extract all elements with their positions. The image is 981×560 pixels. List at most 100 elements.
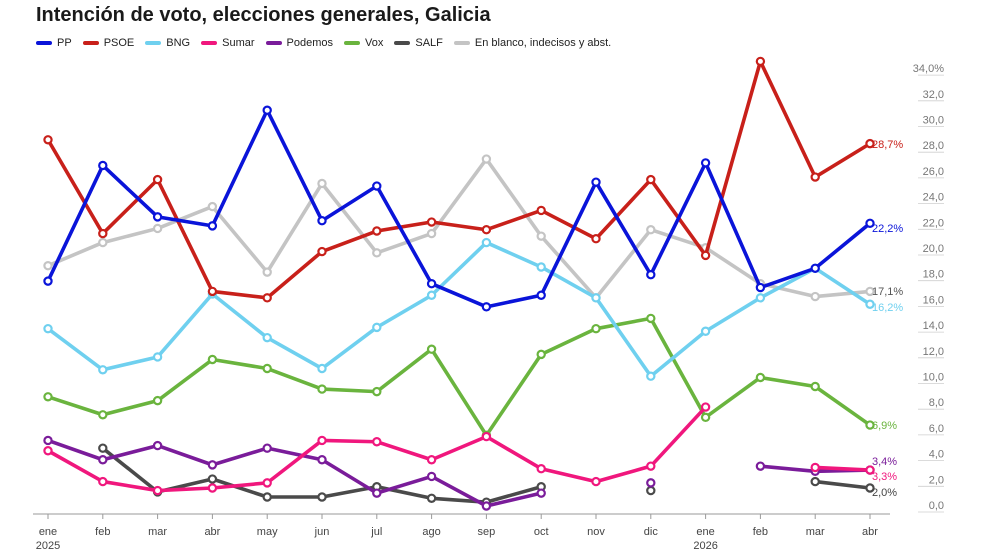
data-point: [481, 302, 492, 312]
end-label-salf: 2,0%: [872, 487, 897, 499]
y-tick-label: 12,0: [923, 346, 944, 358]
data-point: [865, 420, 875, 430]
end-label-bng: 16,2%: [872, 302, 903, 314]
legend-label: PP: [57, 37, 72, 49]
data-point: [755, 56, 766, 67]
data-point: [536, 262, 546, 272]
data-point: [43, 435, 53, 446]
x-tick-label: mar: [148, 526, 167, 538]
series-line: [813, 479, 872, 490]
data-point: [207, 483, 218, 493]
legend-item-psoe: PSOE: [82, 37, 135, 49]
data-point: [810, 381, 820, 392]
data-point: [646, 174, 656, 185]
x-tick-label: feb: [753, 526, 768, 538]
data-point: [317, 435, 327, 446]
x-year-label: 2025: [36, 540, 60, 552]
y-tick-label: 32,0: [923, 89, 944, 101]
y-tick-label: 2,0: [929, 474, 944, 486]
data-point: [262, 293, 272, 303]
y-tick-label: 10,0: [923, 372, 944, 384]
chart-title: Intención de voto, elecciones generales,…: [36, 4, 491, 26]
legend-label: Podemos: [286, 37, 333, 49]
end-label-pp: 22,2%: [872, 223, 903, 235]
data-point: [152, 352, 163, 362]
data-point: [207, 460, 218, 470]
data-point: [426, 290, 437, 300]
data-point: [98, 476, 108, 487]
end-label-vox: 6,9%: [872, 420, 897, 432]
x-tick-label: nov: [587, 526, 605, 538]
data-point: [372, 386, 382, 397]
data-point: [317, 455, 327, 465]
series-salf: [98, 443, 875, 507]
data-point: [207, 474, 218, 484]
x-tick-label: sep: [478, 526, 496, 538]
data-point: [810, 172, 820, 182]
data-point: [426, 278, 437, 289]
y-tick-label: 20,0: [923, 243, 944, 255]
data-point: [426, 228, 437, 239]
legend-item-podemos: Podemos: [265, 37, 333, 49]
series-line: [46, 316, 872, 438]
data-point: [98, 455, 108, 465]
data-point: [207, 221, 218, 231]
series-bng: [43, 237, 875, 381]
data-point: [536, 231, 546, 241]
y-tick-label: 4,0: [929, 449, 944, 461]
legend-item-en-blanco-indecisos-y-abst: En blanco, indecisos y abst.: [453, 37, 611, 49]
data-point: [481, 501, 492, 511]
y-tick-label: 22,0: [923, 217, 944, 229]
data-point: [262, 267, 272, 277]
y-tick-label: 16,0: [923, 294, 944, 306]
data-point: [865, 138, 875, 149]
data-point: [646, 478, 656, 488]
legend-swatch: [394, 41, 411, 45]
legend-item-sumar: Sumar: [201, 37, 255, 49]
data-point: [43, 261, 53, 271]
legend-swatch: [36, 41, 52, 45]
data-point: [536, 205, 546, 216]
series-line: [46, 240, 872, 379]
data-point: [755, 282, 766, 293]
data-point: [646, 313, 656, 324]
data-point: [43, 323, 53, 334]
legend-item-salf: SALF: [394, 37, 443, 49]
data-point: [700, 326, 711, 336]
data-point: [207, 286, 218, 297]
data-point: [646, 225, 656, 235]
data-point: [152, 395, 163, 406]
series-line: [46, 59, 872, 300]
x-tick-label: ene: [696, 526, 714, 538]
data-point: [43, 392, 53, 402]
legend-label: BNG: [166, 37, 191, 49]
data-point: [700, 250, 711, 261]
y-tick-label: 30,0: [923, 115, 944, 127]
data-point: [865, 483, 875, 493]
x-tick-label: dic: [644, 526, 659, 538]
data-point: [207, 354, 218, 365]
data-point: [591, 234, 601, 244]
end-label-sumar: 3,3%: [872, 471, 897, 483]
data-point: [98, 160, 108, 171]
y-tick-label: 26,0: [923, 166, 944, 178]
legend-label: PSOE: [103, 37, 135, 49]
data-point: [865, 465, 875, 475]
data-point: [646, 485, 656, 496]
legend-item-bng: BNG: [145, 37, 190, 49]
y-tick-label: 18,0: [923, 269, 944, 281]
series-psoe: [43, 56, 875, 303]
legend-label: Sumar: [222, 37, 255, 49]
data-point: [700, 412, 711, 423]
data-point: [591, 323, 601, 334]
series-vox: [43, 313, 875, 441]
data-point: [426, 217, 437, 227]
series-sumar: [43, 402, 875, 496]
x-tick-label: jun: [314, 526, 330, 538]
data-point: [98, 443, 108, 453]
data-point: [317, 492, 327, 502]
series-line: [46, 108, 872, 309]
legend-swatch: [145, 41, 162, 45]
data-point: [865, 286, 875, 297]
